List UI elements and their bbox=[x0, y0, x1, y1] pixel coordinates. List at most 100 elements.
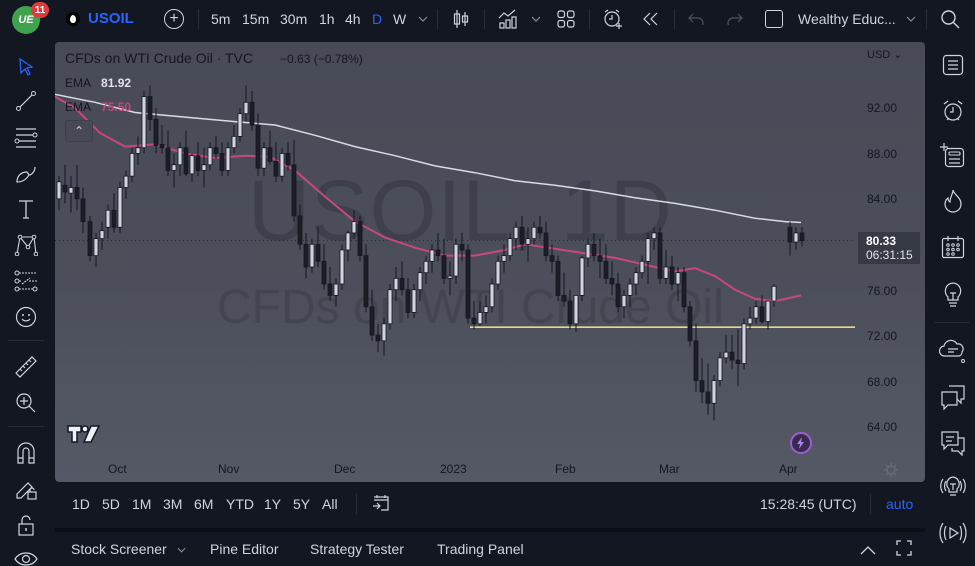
watchlist-button[interactable] bbox=[938, 50, 968, 80]
maximize-panel-button[interactable] bbox=[896, 540, 912, 559]
expand-panel-button[interactable] bbox=[860, 542, 876, 558]
redo-button[interactable] bbox=[727, 8, 743, 30]
chart-settings-button[interactable] bbox=[883, 462, 899, 482]
ema-legend-slow[interactable]: EMA 81.92 bbox=[65, 76, 131, 90]
ruler-icon bbox=[15, 356, 37, 378]
fib-tool[interactable] bbox=[11, 122, 41, 152]
interval-w[interactable]: W bbox=[393, 11, 407, 27]
divider bbox=[674, 9, 675, 29]
interval-5m[interactable]: 5m bbox=[211, 11, 231, 27]
candle bbox=[501, 244, 507, 273]
calendar-button[interactable] bbox=[938, 232, 968, 262]
interval-15m[interactable]: 15m bbox=[242, 11, 270, 27]
pattern-tool[interactable] bbox=[11, 230, 41, 260]
chart-type-button[interactable] bbox=[452, 8, 470, 30]
tab-trading-panel[interactable]: Trading Panel bbox=[437, 541, 524, 557]
range-6m[interactable]: 6M bbox=[194, 496, 214, 512]
minds-button[interactable] bbox=[938, 336, 968, 366]
candle bbox=[741, 318, 747, 370]
compare-symbol-button[interactable]: + bbox=[164, 8, 184, 30]
tab-strategy-tester[interactable]: Strategy Tester bbox=[310, 541, 404, 557]
auto-scale-toggle[interactable]: auto bbox=[886, 496, 914, 512]
interval-4h[interactable]: 4h bbox=[345, 11, 361, 27]
streams-button[interactable] bbox=[938, 518, 968, 548]
chart-pane[interactable]: USOIL, 1D CFDs on WTI Crude Oil CFDs on … bbox=[55, 42, 925, 482]
indicators-button[interactable] bbox=[498, 8, 520, 30]
trendline-tool[interactable] bbox=[11, 86, 41, 116]
replay-button[interactable] bbox=[642, 8, 660, 30]
cursor-tool[interactable] bbox=[11, 52, 41, 82]
time-axis[interactable]: Oct Nov Dec 2023 Feb Mar Apr bbox=[55, 462, 925, 482]
brush-tool[interactable] bbox=[11, 158, 41, 188]
interval-30m[interactable]: 30m bbox=[280, 11, 308, 27]
alerts-button[interactable] bbox=[938, 96, 968, 126]
range-1m[interactable]: 1M bbox=[132, 496, 152, 512]
zoom-in-icon bbox=[16, 393, 36, 413]
ideas-button[interactable] bbox=[938, 280, 968, 310]
ema-value: 75.50 bbox=[101, 100, 132, 114]
collapse-legend-button[interactable]: ⌃ bbox=[65, 120, 93, 142]
trendline-icon bbox=[16, 91, 36, 111]
layout-button[interactable] bbox=[557, 8, 575, 30]
candle bbox=[793, 227, 799, 250]
layout-name-button[interactable]: Wealthy Educ... bbox=[798, 11, 896, 27]
undo-button[interactable] bbox=[688, 8, 704, 30]
divider bbox=[935, 322, 969, 323]
candle bbox=[663, 249, 669, 285]
magnet-tool[interactable] bbox=[11, 438, 41, 468]
create-alert-button[interactable] bbox=[602, 8, 624, 30]
go-to-date-button[interactable] bbox=[372, 494, 390, 515]
tradingview-logo[interactable] bbox=[67, 424, 101, 449]
range-5d[interactable]: 5D bbox=[102, 496, 120, 512]
candle bbox=[765, 300, 771, 330]
price-plot[interactable] bbox=[55, 42, 855, 462]
price-axis[interactable]: USD ⌄ 92.00 88.00 84.00 76.00 72.00 68.0… bbox=[855, 42, 925, 462]
timezone-clock[interactable]: 15:28:45 (UTC) bbox=[760, 496, 857, 512]
candle bbox=[723, 335, 729, 364]
candle bbox=[165, 130, 171, 177]
lock-drawings-tool[interactable] bbox=[11, 474, 41, 504]
range-all[interactable]: All bbox=[322, 496, 338, 512]
object-tree-button[interactable] bbox=[938, 140, 968, 170]
candle bbox=[315, 227, 321, 267]
text-tool[interactable] bbox=[11, 194, 41, 224]
chevron-down-icon bbox=[531, 16, 541, 22]
range-5y[interactable]: 5Y bbox=[293, 496, 311, 512]
range-3m[interactable]: 3M bbox=[163, 496, 183, 512]
icon-tool[interactable] bbox=[11, 302, 41, 332]
candle bbox=[105, 204, 111, 239]
fullscreen-toggle[interactable] bbox=[765, 8, 783, 30]
symbol-search-button[interactable]: USOIL bbox=[88, 10, 134, 27]
hide-drawings-tool[interactable] bbox=[11, 544, 41, 566]
gear-icon bbox=[884, 463, 898, 477]
indicators-dropdown[interactable] bbox=[531, 8, 541, 30]
forecast-tool[interactable] bbox=[11, 266, 41, 296]
ema-legend-fast[interactable]: EMA 75.50 bbox=[65, 100, 131, 114]
chats-button[interactable] bbox=[938, 382, 968, 412]
candle bbox=[393, 267, 399, 302]
notifications-button[interactable] bbox=[938, 428, 968, 458]
range-ytd[interactable]: YTD bbox=[226, 496, 254, 512]
layout-dropdown[interactable] bbox=[906, 8, 916, 30]
hotlists-button[interactable] bbox=[938, 186, 968, 216]
search-button[interactable] bbox=[940, 8, 960, 30]
indicators-icon bbox=[498, 9, 517, 29]
interval-1h[interactable]: 1h bbox=[319, 11, 335, 27]
last-price-value: 80.33 bbox=[866, 234, 897, 248]
range-1y[interactable]: 1Y bbox=[264, 496, 282, 512]
series-title[interactable]: CFDs on WTI Crude Oil · TVC bbox=[65, 50, 253, 66]
candle bbox=[597, 238, 603, 279]
interval-d[interactable]: D bbox=[372, 11, 383, 27]
lock-all-tool[interactable] bbox=[11, 510, 41, 540]
tab-stock-screener[interactable]: Stock Screener bbox=[71, 541, 186, 557]
currency-selector[interactable]: USD ⌄ bbox=[867, 49, 903, 61]
signals-feed-button[interactable] bbox=[938, 472, 968, 502]
ema-slow-line[interactable] bbox=[55, 93, 802, 224]
interval-dropdown[interactable] bbox=[418, 8, 428, 30]
measure-tool[interactable] bbox=[11, 352, 41, 382]
candle bbox=[62, 164, 68, 204]
signals-button[interactable] bbox=[790, 432, 812, 454]
tab-pine-editor[interactable]: Pine Editor bbox=[210, 541, 279, 557]
range-1d[interactable]: 1D bbox=[72, 496, 90, 512]
zoom-in-tool[interactable] bbox=[11, 388, 41, 418]
